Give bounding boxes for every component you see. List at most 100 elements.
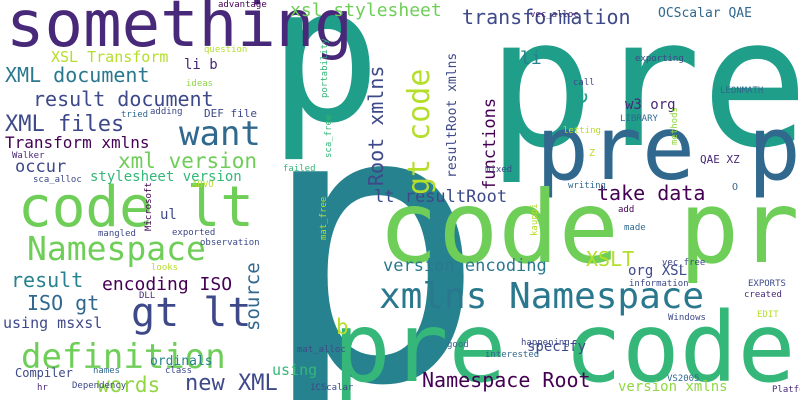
word-walker: Walker — [12, 151, 45, 161]
word-using: using — [272, 361, 318, 379]
word-interested: happening — [521, 338, 570, 348]
word-li-b: li b — [184, 57, 218, 73]
word-gt-code: gt code — [402, 68, 437, 195]
word-compiler: Compiler — [15, 366, 73, 380]
word-version-encoding: version encoding — [383, 256, 547, 276]
word-names: Dependency — [72, 381, 127, 391]
word-c: C — [568, 91, 593, 105]
word-abvo: exported — [172, 228, 216, 238]
word-take-data: take data — [597, 181, 706, 205]
word-information: vec_free — [662, 258, 706, 268]
word-edit: Windows — [668, 313, 706, 323]
word-ocscalar-qae: OCScalar QAE — [658, 6, 752, 21]
word-ul: ul — [160, 207, 177, 223]
word-b: b — [336, 315, 349, 339]
word-pre: pre — [487, 0, 800, 187]
word-good: Platform — [772, 385, 800, 395]
word-pre-code: pre code — [333, 292, 796, 400]
word-kauppi: mat_free — [319, 196, 329, 240]
word-vs2005: EDIT — [757, 310, 779, 320]
word-dependency: class — [165, 366, 193, 376]
word-new-xml: new XML — [185, 371, 278, 396]
word-xsl-transform: XSL Transform — [51, 48, 169, 66]
word-ideas: ideas — [186, 79, 214, 89]
word-1cscalar: mat_alloc — [297, 345, 346, 355]
word-namespace-root: Namespace Root — [422, 368, 591, 392]
word-source: source — [242, 262, 264, 331]
word-hr: names — [93, 366, 121, 376]
word-words: words — [97, 373, 161, 397]
word-definition: definition — [21, 337, 226, 377]
word-w3-org: w3 org — [625, 97, 676, 113]
word-transform-xmlns: Transform xmlns — [5, 133, 150, 152]
word-observation: looks — [151, 263, 179, 273]
word-xml-files: XML files — [5, 112, 125, 137]
word-gt-lt: gt lt — [131, 290, 252, 336]
word-class: 1CScalar — [310, 383, 354, 393]
word-adding: adding — [150, 107, 183, 117]
word-xmlns-namespace: xmlns Namespace — [379, 276, 705, 317]
word-resultroot-xmlns: resultRoot xmlns — [445, 52, 460, 178]
word-exporting: exporting — [635, 54, 684, 64]
word-qae-xz: QAE XZ — [700, 153, 740, 166]
word-library: LIBRARY — [620, 114, 658, 124]
word-code-lt: code lt — [18, 175, 255, 240]
word-ordinals: ordinals — [150, 354, 213, 369]
word-o: O — [732, 182, 739, 193]
word-windows: created — [744, 290, 782, 300]
word-specify: specify — [527, 339, 587, 355]
word-exported: mangled — [98, 229, 136, 239]
word-functions: functions — [480, 97, 500, 190]
word-root-xmlns: Root xmlns — [364, 65, 388, 186]
word-platform: VS2005 — [667, 374, 700, 384]
word-iso-gt: ISO gt — [27, 291, 100, 315]
word-p-top: p — [268, 0, 382, 165]
word-version-xmlns: version xmlns — [618, 379, 728, 395]
word-advantage: advantage — [218, 0, 267, 10]
word-result-document: result document — [33, 87, 214, 111]
word-mixed: methods — [670, 107, 680, 145]
word-want: want — [179, 114, 261, 154]
word-pre-p: pre p — [536, 97, 800, 200]
word-made: add — [618, 205, 635, 215]
word-failed: sca_free — [324, 114, 334, 158]
word-exports: information — [629, 279, 689, 289]
word-org-xsl: org XSL — [628, 263, 688, 279]
word-z: Z — [589, 148, 596, 159]
word-question: question — [204, 45, 248, 55]
word-add: writing — [568, 181, 606, 191]
word-methods: kauppi — [530, 203, 540, 236]
word-happening: good — [447, 340, 469, 350]
word-encoding-iso: encoding ISO — [102, 274, 233, 295]
word-lt-resultroot: lt resultRoot — [374, 187, 508, 207]
word-sca-alloc: sca_alloc — [33, 175, 82, 185]
word-sca-free: portability — [320, 38, 330, 98]
word-mat-free: failed — [283, 164, 316, 174]
word-call: call — [573, 78, 595, 88]
word-occur: occur — [15, 157, 67, 177]
word-mangled: observation — [200, 238, 260, 248]
word-vec-free: made — [624, 223, 646, 233]
word-vec-alloc: vec_alloc — [530, 10, 579, 20]
word-stylesheet-version: stylesheet version — [90, 169, 242, 185]
word-namespace: Namespace — [27, 229, 206, 268]
word-microsoft: Microsoft — [144, 182, 154, 231]
word-result: result — [11, 268, 84, 292]
word-portability: ABVO — [192, 180, 214, 190]
word-xml-version: xml version — [118, 149, 258, 173]
word-p-large: p — [258, 26, 487, 400]
word-li: li — [520, 48, 542, 69]
word-dll: hr — [37, 383, 48, 393]
word-xml-document: XML document — [5, 63, 150, 87]
word-created: EXPORTS — [748, 279, 786, 289]
word-transformation: transformation — [462, 5, 631, 29]
word-def-file: DEF file — [204, 107, 257, 120]
word-writing: mixed — [485, 165, 513, 175]
word-something: something — [6, 0, 353, 62]
word-looks: DLL — [139, 291, 156, 301]
word-using-msxsl: using msxsl — [3, 314, 103, 332]
word-xsl-stylesheet: xsl stylesheet — [290, 0, 442, 21]
word-xslt: XSLT — [586, 247, 635, 271]
word-mat-alloc: interested — [485, 350, 540, 360]
